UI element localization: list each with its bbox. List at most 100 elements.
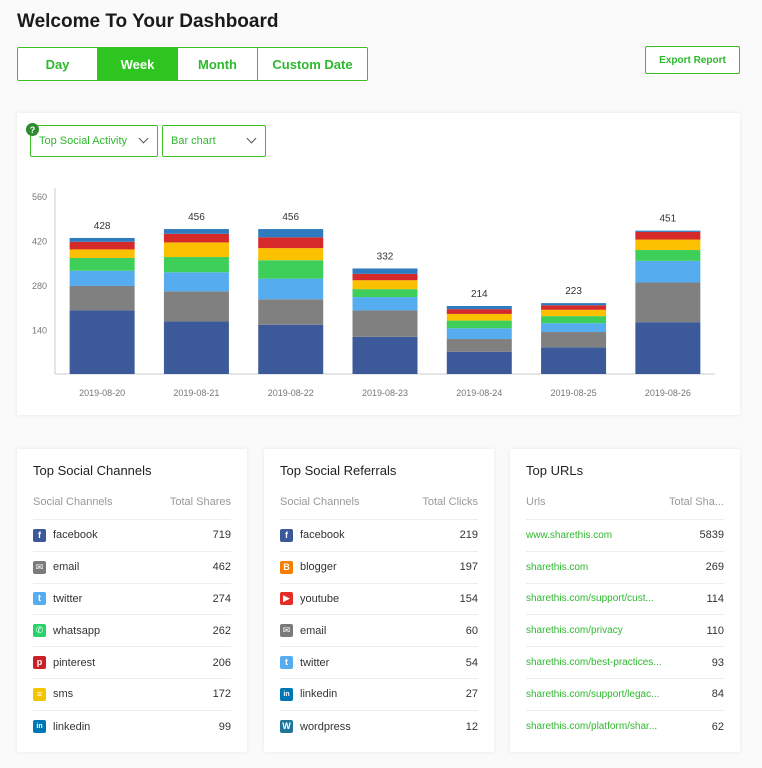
row-label: f facebook	[33, 528, 98, 542]
row-value: 172	[212, 688, 231, 701]
bar-segment[interactable]	[352, 289, 418, 298]
url-link[interactable]: sharethis.com/platform/shar...	[526, 721, 658, 733]
bar-segment[interactable]	[541, 316, 607, 324]
bar-segment[interactable]	[635, 231, 701, 240]
bar-segment[interactable]	[258, 299, 324, 325]
channel-name: pinterest	[53, 656, 96, 669]
channel-name: facebook	[300, 529, 345, 542]
bar-segment[interactable]	[541, 332, 607, 348]
table-header: Social Channels Total Shares	[33, 496, 231, 520]
bar-segment[interactable]	[635, 282, 701, 323]
tab-month[interactable]: Month	[178, 48, 258, 80]
bar-segment[interactable]	[635, 239, 701, 251]
bar-segment[interactable]	[258, 229, 324, 238]
bar-segment[interactable]	[635, 260, 701, 283]
column-header: Total Sha...	[668, 496, 724, 508]
url-link[interactable]: sharethis.com/privacy	[526, 625, 623, 637]
bar-segment[interactable]	[541, 309, 607, 317]
bar-total-label: 214	[471, 289, 488, 300]
url-link[interactable]: sharethis.com	[526, 561, 589, 573]
bar-segment[interactable]	[163, 272, 229, 292]
bar-segment[interactable]	[541, 323, 607, 333]
bar-segment[interactable]	[69, 237, 135, 242]
column-header: Social Channels	[33, 496, 113, 508]
bar-segment[interactable]	[635, 230, 701, 232]
tab-custom-date[interactable]: Custom Date	[272, 56, 353, 72]
bar-segment[interactable]	[163, 233, 229, 243]
bar-segment[interactable]	[258, 278, 324, 300]
url-link[interactable]: sharethis.com/support/legac...	[526, 688, 660, 700]
help-icon[interactable]: ?	[26, 123, 39, 136]
x-tick-label: 2019-08-25	[551, 388, 597, 398]
table-header: Social Channels Total Clicks	[280, 496, 478, 520]
column-header: Total Shares	[169, 496, 231, 508]
row-label: sharethis.com/privacy	[526, 625, 623, 636]
table-row: ≡ sms 172	[33, 679, 231, 711]
youtube-icon: ▶	[280, 592, 293, 606]
channel-name: linkedin	[300, 688, 338, 701]
tab-week[interactable]: Week	[98, 48, 178, 80]
row-label: t twitter	[33, 592, 82, 606]
url-link[interactable]: sharethis.com/best-practices...	[526, 657, 662, 669]
bar-segment[interactable]	[258, 260, 324, 279]
row-label: sharethis.com/best-practices...	[526, 657, 662, 668]
channel-name: blogger	[300, 561, 337, 574]
row-label: ✉ email	[280, 624, 326, 638]
bar-segment[interactable]	[352, 280, 418, 290]
table-row: f facebook 719	[33, 520, 231, 552]
bar-segment[interactable]	[446, 305, 512, 310]
bar-segment[interactable]	[446, 309, 512, 314]
bar-segment[interactable]	[69, 270, 135, 286]
table-row: f facebook 219	[280, 520, 478, 552]
bar-segment[interactable]	[352, 310, 418, 337]
bar-segment[interactable]	[258, 324, 324, 374]
tab-day[interactable]: Day	[18, 48, 98, 80]
bar-segment[interactable]	[69, 249, 135, 258]
bar-segment[interactable]	[163, 291, 229, 322]
row-label: in linkedin	[280, 687, 338, 701]
row-value: 99	[218, 720, 231, 733]
bar-segment[interactable]	[163, 242, 229, 258]
bar-segment[interactable]	[163, 257, 229, 273]
row-value: 84	[711, 688, 724, 701]
table-row: www.sharethis.com 5839	[526, 520, 724, 552]
bar-segment[interactable]	[446, 339, 512, 352]
bar-segment[interactable]	[541, 303, 607, 306]
bar-segment[interactable]	[163, 321, 229, 374]
url-link[interactable]: sharethis.com/support/cust...	[526, 593, 654, 605]
bar-segment[interactable]	[163, 229, 229, 234]
bar-segment[interactable]	[69, 310, 135, 374]
bar-segment[interactable]	[541, 305, 607, 310]
bar-segment[interactable]	[352, 297, 418, 311]
bar-segment[interactable]	[446, 320, 512, 329]
bar-segment[interactable]	[446, 328, 512, 340]
bar-segment[interactable]	[635, 322, 701, 374]
bar-segment[interactable]	[352, 273, 418, 281]
bar-segment[interactable]	[352, 336, 418, 374]
blogger-icon: B	[280, 560, 293, 574]
bar-segment[interactable]	[69, 257, 135, 271]
row-label: p pinterest	[33, 656, 96, 670]
bar-segment[interactable]	[541, 347, 607, 374]
table-row: ✉ email 462	[33, 552, 231, 584]
channel-name: whatsapp	[53, 624, 101, 637]
y-tick-label: 140	[32, 326, 47, 336]
channel-name: twitter	[300, 656, 330, 669]
chart-type-dropdown[interactable]: Bar chart	[162, 125, 266, 157]
export-report-button[interactable]: Export Report	[645, 46, 740, 74]
table-row: sharethis.com/support/legac... 84	[526, 679, 724, 711]
bar-segment[interactable]	[258, 237, 324, 249]
bar-segment[interactable]	[635, 250, 701, 261]
channel-name: linkedin	[53, 720, 91, 733]
bar-segment[interactable]	[352, 268, 418, 274]
row-value: 12	[465, 720, 478, 733]
bar-segment[interactable]	[69, 285, 135, 311]
metric-dropdown[interactable]: Top Social Activity	[30, 125, 158, 157]
bar-segment[interactable]	[69, 241, 135, 250]
bar-segment[interactable]	[446, 351, 512, 374]
bar-segment[interactable]	[446, 313, 512, 321]
url-link[interactable]: www.sharethis.com	[526, 529, 613, 541]
row-value: 5839	[699, 529, 724, 542]
email-icon: ✉	[280, 624, 293, 638]
bar-segment[interactable]	[258, 248, 324, 261]
